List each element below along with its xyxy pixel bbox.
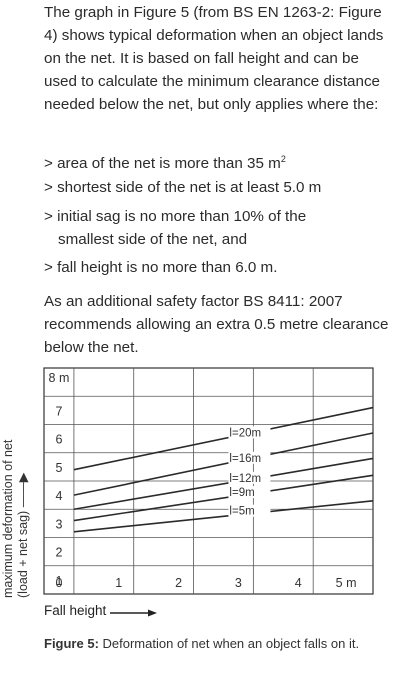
series-label-bg — [228, 471, 271, 484]
series-line — [73, 406, 374, 471]
x-tick-label: 2 — [175, 576, 182, 590]
x-tick-label: 5 m — [336, 576, 357, 590]
y-axis-label-line1: maximum deformation of net — [1, 439, 15, 598]
bullet-net-area: > area of the net is more than 35 m2 — [44, 148, 286, 175]
figure-caption: Figure 5: Deformation of net when an obj… — [44, 634, 384, 654]
series-label: l=5m — [229, 506, 254, 518]
y-tick-label: 4 — [55, 489, 62, 503]
series-line — [73, 457, 374, 511]
y-tick-label: 7 — [55, 404, 62, 418]
y-tick-label: 5 — [55, 461, 62, 475]
x-axis-arrow-icon — [110, 609, 157, 617]
series-label: l=20m — [229, 427, 261, 439]
x-tick-label: 1 — [115, 576, 122, 590]
bullet-shortest-side: > shortest side of the net is at least 5… — [44, 179, 322, 196]
y-tick-label: 8 m — [49, 371, 70, 385]
x-tick-label: 3 — [235, 576, 242, 590]
y-axis-label: maximum deformation of net (load + net s… — [1, 440, 31, 598]
series-label: l=16m — [229, 453, 261, 465]
caption-text: Deformation of net when an object falls … — [98, 636, 360, 651]
series-label: l=9m — [229, 487, 254, 499]
x-axis-label: Fall height — [44, 603, 107, 618]
x-tick-label: 4 — [295, 576, 302, 590]
series-label: l=12m — [229, 473, 261, 485]
y-tick-label: 2 — [55, 546, 62, 560]
additional-safety-paragraph: As an additional safety factor BS 8411: … — [44, 293, 389, 356]
y-tick-label: 1 — [55, 574, 62, 588]
series-line — [73, 474, 374, 522]
series-label-bg — [228, 426, 271, 439]
superscript-two: 2 — [280, 154, 286, 164]
series-label-bg — [228, 486, 271, 499]
caption-prefix: Figure 5: — [44, 636, 99, 651]
bullet-fall-height: > fall height is no more than 6.0 m. — [44, 259, 278, 276]
series-label-bg — [228, 451, 271, 464]
intro-paragraph: The graph in Figure 5 (from BS EN 1263-2… — [44, 4, 384, 113]
deformation-chart: 8 m76543210012345 ml=20ml=16ml=12ml=9ml=… — [43, 367, 374, 595]
y-axis-label-line2-text: (load + net sag) — [16, 510, 30, 598]
series-label-bg — [228, 504, 271, 517]
y-tick-label: 6 — [55, 433, 62, 447]
y-axis-label-line2: (load + net sag) ——▶ — [16, 440, 31, 598]
x-tick-label: 0 — [55, 576, 62, 590]
bullet-initial-sag: > initial sag is no more than 10% of the — [44, 208, 307, 225]
series-line — [73, 499, 374, 533]
bullet-net-area-text: > area of the net is more than 35 m — [44, 155, 281, 173]
y-tick-label: 3 — [55, 517, 62, 531]
bullet-initial-sag-continued: smallest side of the net, and — [58, 231, 248, 248]
y-axis-arrow-icon: ——▶ — [16, 472, 30, 508]
series-line — [73, 432, 374, 496]
